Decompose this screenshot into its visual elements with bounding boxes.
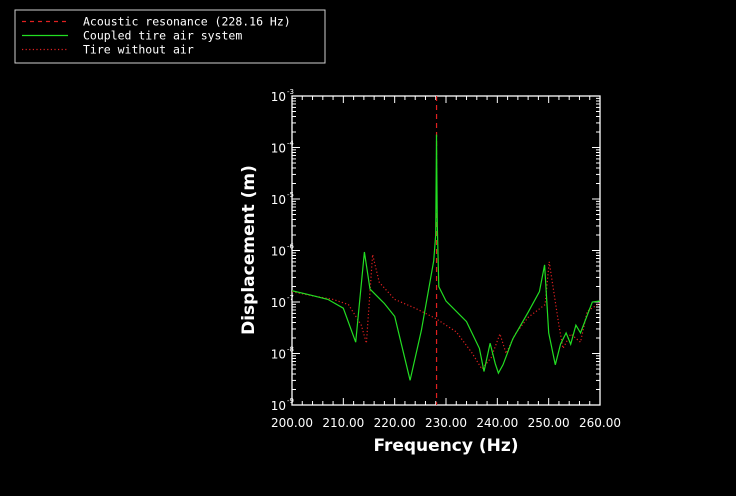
y-axis-tick-labels: 10-910-810-710-610-510-410-3	[271, 88, 295, 413]
x-axis-ticks	[291, 96, 601, 405]
y-tick-label-exponent: -5	[287, 191, 294, 199]
x-tick-label: 240.00	[476, 416, 518, 430]
legend-label-coupled-tire-air-system: Coupled tire air system	[83, 29, 242, 43]
y-tick-label-exponent: -4	[287, 140, 295, 148]
x-axis-title: Frequency (Hz)	[373, 436, 518, 456]
x-tick-label: 250.00	[528, 416, 570, 430]
y-tick-label-base: 10	[271, 142, 286, 156]
y-tick-label-exponent: -3	[287, 88, 294, 96]
y-tick-label-exponent: -6	[287, 243, 295, 251]
y-tick-label-exponent: -7	[287, 294, 294, 302]
x-tick-label: 230.00	[425, 416, 467, 430]
x-tick-label: 200.00	[271, 416, 313, 430]
x-tick-label: 220.00	[374, 416, 416, 430]
y-tick-label-base: 10	[271, 193, 286, 207]
legend-box	[14, 9, 326, 64]
y-axis-ticks	[292, 95, 600, 406]
legend-label-acoustic-resonance: Acoustic resonance (228.16 Hz)	[83, 15, 291, 29]
x-tick-label: 260.00	[579, 416, 621, 430]
x-tick-label: 210.00	[322, 416, 364, 430]
y-tick-label-base: 10	[271, 245, 286, 259]
y-tick-label-base: 10	[271, 399, 286, 413]
legend: Acoustic resonance (228.16 Hz) Coupled t…	[14, 9, 326, 64]
y-tick-label-exponent: -8	[287, 346, 294, 354]
series-coupled-tire-air-system-line	[292, 134, 600, 381]
legend-label-tire-without-air: Tire without air	[83, 43, 194, 57]
y-tick-label-base: 10	[271, 348, 286, 362]
series-tire-without-air-line	[292, 254, 600, 371]
y-axis-title: Displacement (m)	[239, 165, 259, 335]
x-axis-tick-labels: 200.00 210.00 220.00 230.00 240.00 250.00 260.…	[271, 416, 621, 430]
y-tick-label-base: 10	[271, 90, 286, 104]
y-tick-label-base: 10	[271, 296, 286, 310]
y-tick-label-exponent: -9	[287, 397, 294, 405]
